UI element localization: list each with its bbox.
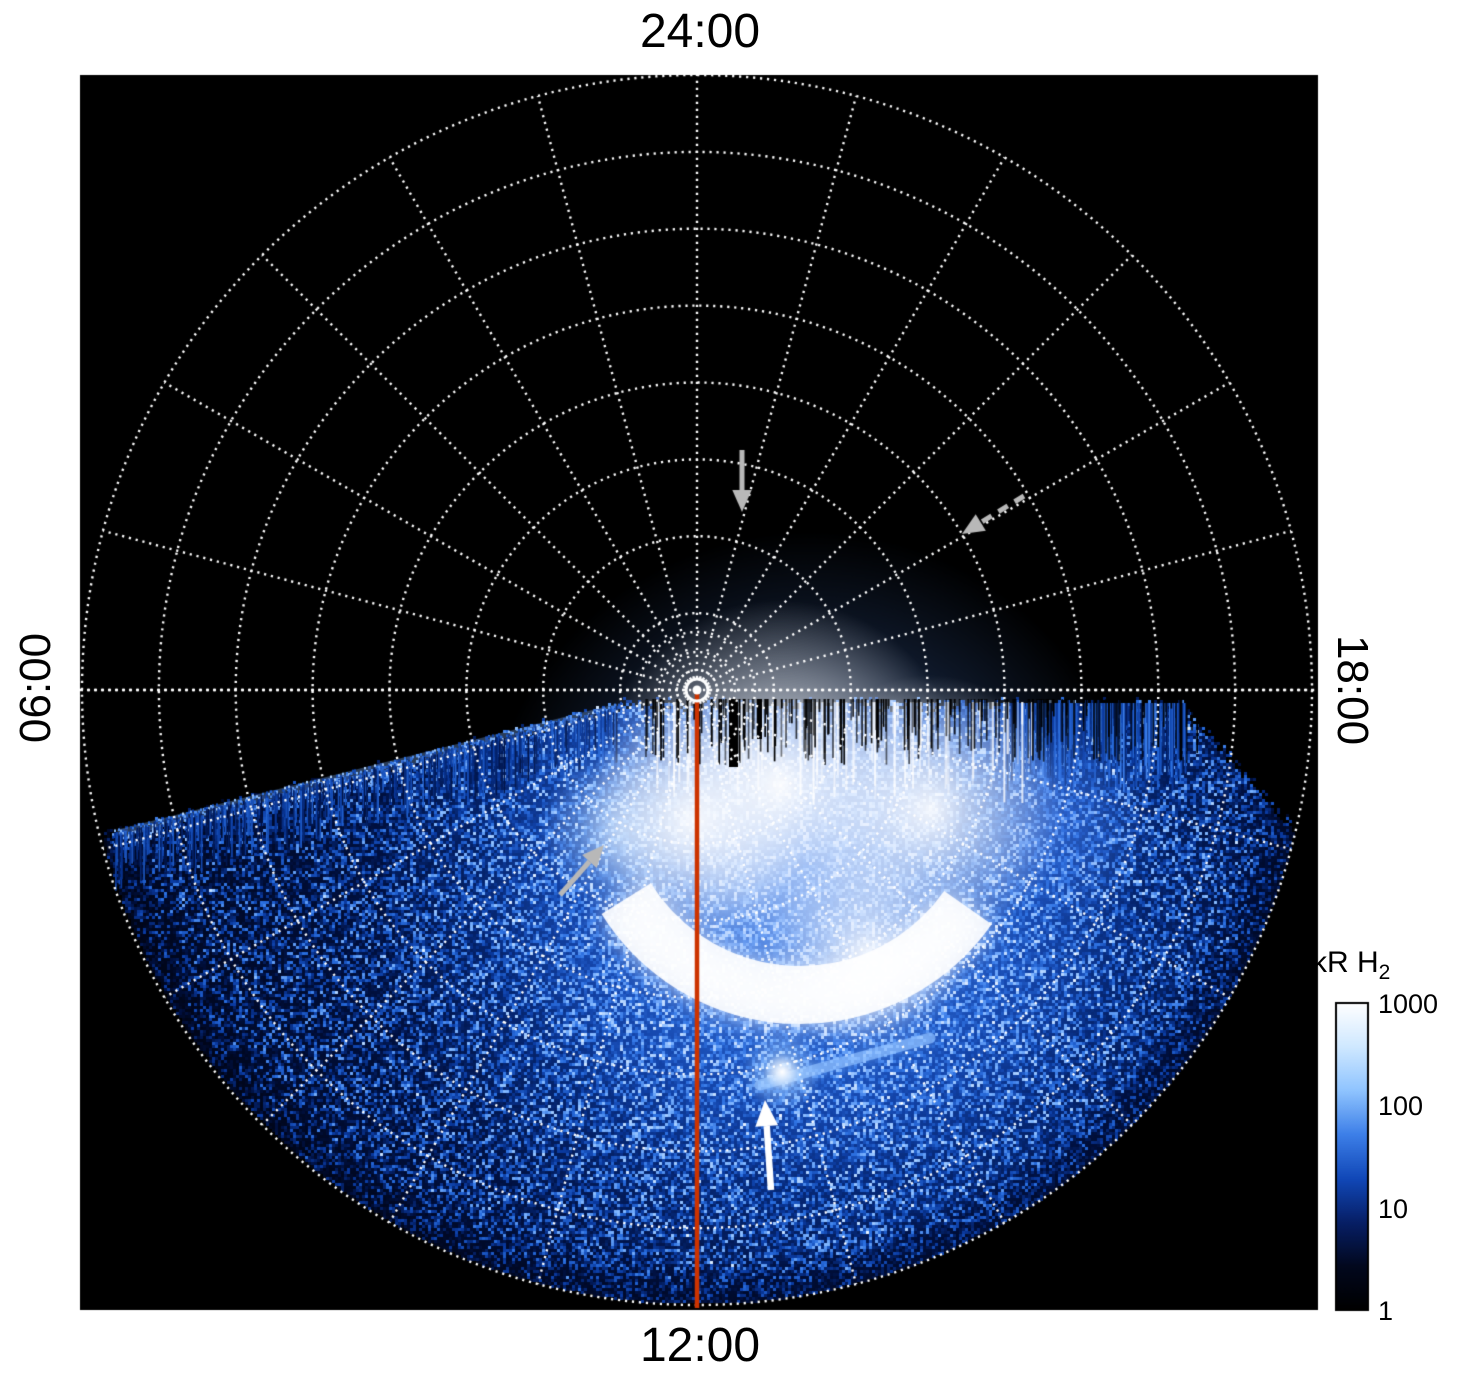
- local-time-label-dawn: 06:00: [11, 632, 60, 744]
- colorbar-tick-1: 1: [1378, 1296, 1394, 1326]
- colorbar-title-subscript: 2: [1378, 961, 1391, 984]
- local-time-label-noon: 12:00: [639, 1319, 761, 1372]
- colorbar-title-text: kR H: [1312, 946, 1379, 979]
- colorbar-tick-100: 100: [1378, 1091, 1424, 1121]
- colorbar-tick-1000: 1000: [1378, 989, 1439, 1019]
- local-time-label-dusk: 18:00: [1328, 634, 1377, 746]
- colorbar-tick-10: 10: [1378, 1194, 1409, 1224]
- colorbar-title: kR H2: [1312, 946, 1390, 985]
- local-time-label-midnight: 24:00: [639, 5, 761, 58]
